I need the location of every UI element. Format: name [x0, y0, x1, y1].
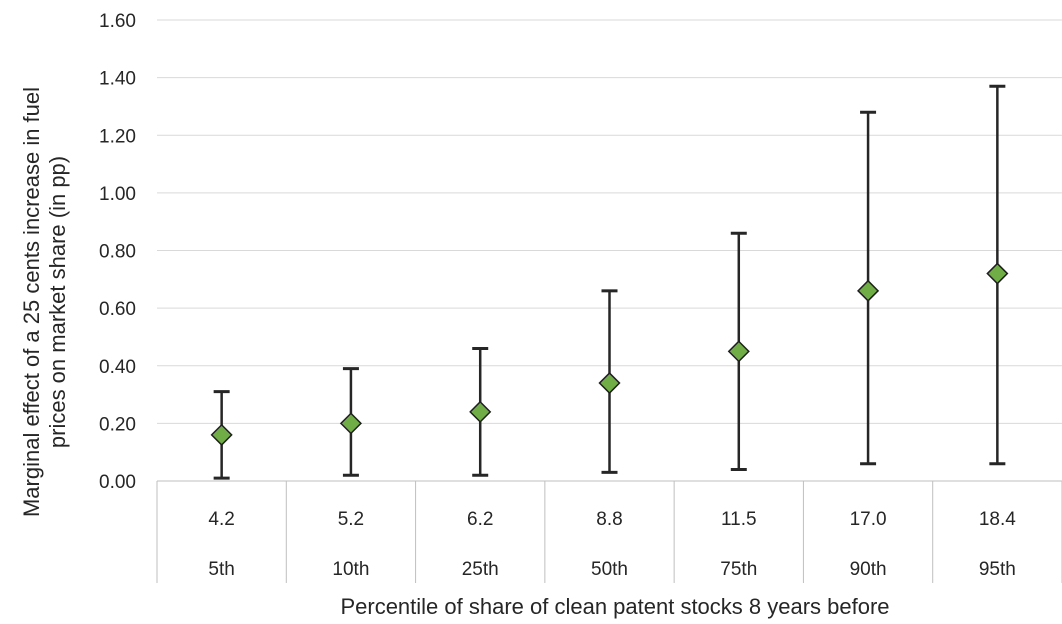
x-percentile-label: 75th	[720, 559, 757, 580]
x-value-label: 17.0	[850, 509, 887, 530]
x-value-label: 4.2	[208, 509, 234, 530]
data-point-marker	[469, 400, 492, 423]
x-percentile-label: 10th	[332, 559, 369, 580]
x-percentile-label: 95th	[979, 559, 1016, 580]
y-tick-label: 1.00	[99, 184, 136, 205]
x-axis-title: Percentile of share of clean patent stoc…	[340, 594, 889, 619]
category-table: 4.2 5th 5.2 10th 6.2 25th 8.8 50th 11.5 75th 17.0 9…	[156, 481, 1062, 583]
data-point-marker	[857, 279, 880, 302]
x-percentile-label: 25th	[462, 559, 499, 580]
y-tick-label: 0.80	[99, 242, 136, 263]
y-axis-title: Marginal effect of a 25 cents increase i…	[19, 87, 70, 517]
data-point-marker	[598, 371, 621, 395]
x-value-label: 8.8	[596, 509, 622, 530]
y-tick-label: 0.40	[99, 357, 136, 378]
y-tick-label: 0.00	[99, 472, 136, 493]
data-point-marker	[986, 262, 1009, 285]
y-axis-title-line: prices on market share (in pp)	[45, 156, 70, 448]
x-percentile-label: 90th	[850, 559, 887, 580]
y-tick-label: 1.60	[99, 11, 136, 32]
gridlines	[157, 19, 1062, 482]
data-point-marker	[339, 412, 362, 435]
x-value-label: 11.5	[721, 509, 757, 530]
x-value-label: 6.2	[467, 509, 493, 530]
y-tick-label: 0.60	[99, 299, 136, 320]
y-tick-label: 1.40	[99, 69, 136, 90]
y-tick-label: 0.20	[99, 414, 136, 435]
error-bars	[213, 84, 1006, 480]
data-point-marker	[210, 423, 233, 446]
x-percentile-label: 5th	[208, 559, 234, 580]
x-value-label: 18.4	[979, 509, 1016, 530]
y-tick-label: 1.20	[99, 126, 136, 147]
x-value-label: 5.2	[338, 509, 364, 530]
y-axis-title-line: Marginal effect of a 25 cents increase i…	[19, 87, 44, 517]
markers	[210, 262, 1009, 446]
data-point-marker	[727, 340, 750, 363]
x-percentile-label: 50th	[591, 559, 628, 580]
y-tick-labels: 0.00 0.20 0.40 0.60 0.80 1.00 1.20 1.40 1.60	[99, 11, 136, 493]
